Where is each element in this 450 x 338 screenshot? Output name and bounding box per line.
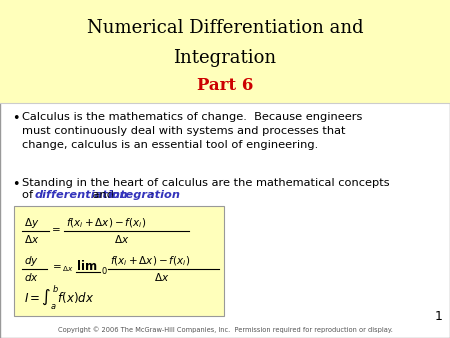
Text: $f(x_i + \Delta x) - f(x_i)$: $f(x_i + \Delta x) - f(x_i)$ <box>110 254 190 268</box>
Text: $0$: $0$ <box>101 266 108 276</box>
Bar <box>14 206 224 316</box>
Text: $\Delta x$: $\Delta x$ <box>24 233 39 245</box>
Text: •: • <box>12 112 19 125</box>
Text: $dy$: $dy$ <box>24 254 39 268</box>
Text: $=_{\Delta x}$: $=_{\Delta x}$ <box>50 264 74 274</box>
Text: $dx$: $dx$ <box>24 271 39 283</box>
Text: Calculus is the mathematics of change.  Because engineers
must continuously deal: Calculus is the mathematics of change. B… <box>22 112 362 150</box>
Text: integration: integration <box>109 190 181 200</box>
Text: Numerical Differentiation and: Numerical Differentiation and <box>87 19 363 37</box>
Text: Copyright © 2006 The McGraw-Hill Companies, Inc.  Permission required for reprod: Copyright © 2006 The McGraw-Hill Compani… <box>58 326 392 333</box>
Text: =: = <box>52 225 61 235</box>
Text: $\Delta x$: $\Delta x$ <box>114 233 129 245</box>
Text: Integration: Integration <box>173 49 277 67</box>
Text: $\mathbf{lim}$: $\mathbf{lim}$ <box>76 259 97 273</box>
Text: $f(x_i + \Delta x) - f(x_i)$: $f(x_i + \Delta x) - f(x_i)$ <box>66 216 146 230</box>
Text: :: : <box>150 190 154 200</box>
Text: and: and <box>89 190 117 200</box>
Text: 1: 1 <box>435 310 443 323</box>
Text: differentiation: differentiation <box>35 190 129 200</box>
Text: Part 6: Part 6 <box>197 76 253 94</box>
Bar <box>0 0 450 103</box>
Text: $I = \int_a^b f(x)dx$: $I = \int_a^b f(x)dx$ <box>24 283 94 311</box>
Text: Standing in the heart of calculus are the mathematical concepts: Standing in the heart of calculus are th… <box>22 178 390 188</box>
Text: $\Delta x$: $\Delta x$ <box>154 271 169 283</box>
Text: •: • <box>12 178 19 191</box>
Text: $\Delta y$: $\Delta y$ <box>24 216 39 230</box>
Text: of: of <box>22 190 37 200</box>
